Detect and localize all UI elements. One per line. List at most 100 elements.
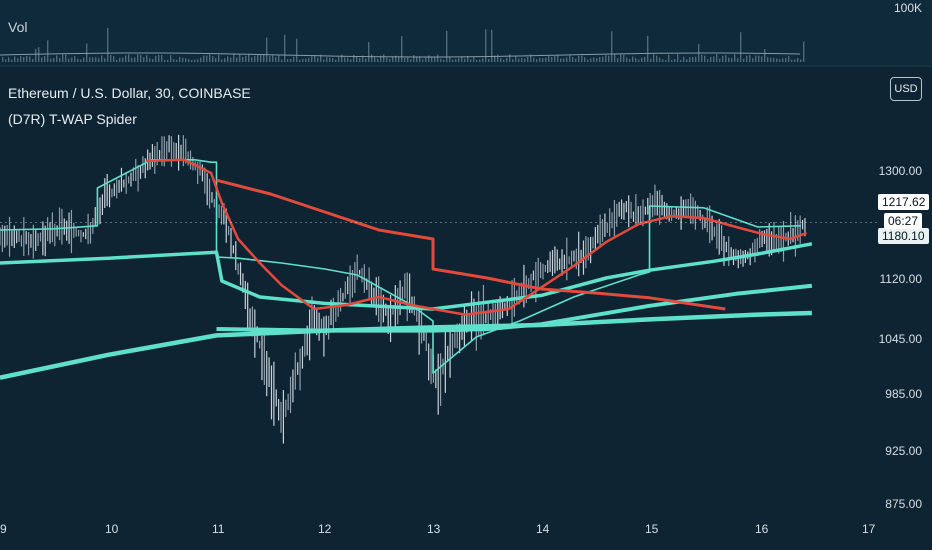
volume-bar — [728, 57, 730, 62]
volume-bar — [41, 57, 43, 62]
volume-bar — [509, 54, 511, 62]
volume-bar — [494, 55, 496, 62]
volume-bar — [635, 57, 637, 62]
volume-bar — [272, 55, 274, 62]
volume-bar — [347, 57, 349, 62]
volume-bar — [764, 49, 766, 62]
volume-bar — [506, 57, 508, 62]
volume-bar — [110, 54, 112, 62]
volume-bar — [74, 56, 76, 62]
volume-bar — [752, 58, 754, 62]
volume-bar — [263, 55, 265, 62]
volume-bar — [803, 41, 805, 62]
volume-bar — [200, 57, 202, 62]
volume-bar — [233, 54, 235, 62]
volume-bar — [545, 57, 547, 62]
volume-bar — [602, 56, 604, 62]
volume-bar — [644, 56, 646, 62]
volume-bar — [395, 55, 397, 62]
volume-bar — [557, 55, 559, 62]
volume-bar — [434, 57, 436, 62]
symbol-title[interactable]: Ethereum / U.S. Dollar, 30, COINBASE — [8, 85, 251, 101]
volume-bar — [716, 54, 718, 62]
volume-bar — [116, 59, 118, 62]
volume-bar — [362, 55, 364, 62]
volume-bar — [20, 56, 22, 62]
volume-bar — [308, 58, 310, 62]
volume-bar — [275, 56, 277, 62]
volume-bar — [338, 57, 340, 62]
volume-bar — [32, 58, 34, 62]
volume-bar — [257, 54, 259, 62]
volume-bar — [344, 57, 346, 62]
volume-bar — [767, 57, 769, 62]
date-tick: 12 — [318, 522, 332, 536]
volume-bar — [95, 57, 97, 62]
price-tick: 875.00 — [885, 497, 922, 511]
volume-pane-background — [0, 0, 932, 66]
volume-bar — [14, 56, 16, 62]
volume-bar — [686, 59, 688, 62]
volume-bar — [491, 29, 493, 62]
volume-bar — [254, 55, 256, 62]
volume-bar — [482, 58, 484, 62]
volume-bar — [527, 56, 529, 62]
volume-bar — [680, 59, 682, 62]
price-tick: 1120.00 — [879, 272, 923, 286]
volume-bar — [521, 58, 523, 62]
volume-bar — [572, 57, 574, 62]
volume-bar — [467, 56, 469, 62]
secondary-price-flag: 1180.10 — [878, 228, 929, 244]
volume-bar — [356, 56, 358, 62]
date-tick: 11 — [212, 522, 225, 536]
volume-bar — [458, 58, 460, 62]
volume-bar — [653, 54, 655, 62]
volume-bar — [536, 59, 538, 62]
volume-bar — [710, 56, 712, 62]
volume-bar — [173, 59, 175, 62]
date-tick: 14 — [536, 522, 550, 536]
volume-bar — [740, 32, 742, 62]
volume-bar — [293, 56, 295, 62]
volume-bar — [146, 55, 148, 62]
volume-bar — [512, 59, 514, 62]
volume-bar — [299, 59, 301, 62]
indicator-name[interactable]: (D7R) T-WAP Spider — [8, 111, 137, 127]
volume-bar — [221, 59, 223, 62]
volume-bar — [689, 57, 691, 62]
volume-bar — [323, 59, 325, 62]
volume-bar — [455, 59, 457, 62]
volume-bar — [593, 57, 595, 62]
volume-bar — [656, 55, 658, 62]
volume-bar — [107, 27, 109, 62]
volume-bar — [311, 56, 313, 62]
volume-bar — [209, 54, 211, 62]
volume-bar — [17, 58, 19, 62]
volume-bar — [473, 57, 475, 62]
volume-bar — [23, 57, 25, 62]
volume-bar — [632, 56, 634, 62]
volume-bar — [371, 54, 373, 62]
volume-bar — [137, 54, 139, 62]
currency-badge[interactable]: USD — [890, 77, 922, 101]
volume-bar — [206, 55, 208, 62]
volume-bar — [638, 59, 640, 62]
volume-bar — [674, 58, 676, 62]
volume-bar — [104, 58, 106, 62]
volume-bar — [524, 58, 526, 62]
volume-bar — [155, 55, 157, 62]
volume-bar — [446, 30, 448, 62]
volume-bar — [326, 57, 328, 62]
volume-bar — [218, 54, 220, 62]
volume-bar — [353, 54, 355, 62]
volume-bar — [578, 55, 580, 62]
volume-bar — [374, 57, 376, 62]
volume-bar — [239, 54, 241, 62]
volume-bar — [140, 54, 142, 62]
volume-bar — [758, 55, 760, 62]
date-tick: 10 — [105, 522, 119, 536]
volume-bar — [671, 59, 673, 62]
series-line-red-anchored — [216, 178, 726, 311]
volume-bar — [317, 57, 319, 62]
